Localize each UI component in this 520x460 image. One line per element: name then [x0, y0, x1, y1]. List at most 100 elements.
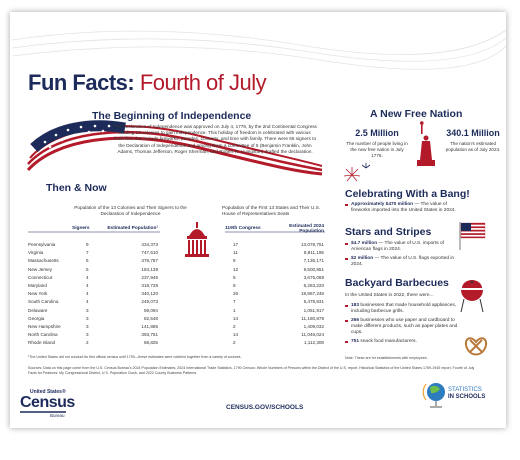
stat-value: 340.1 Million: [446, 128, 500, 138]
population: 141,885: [141, 324, 158, 329]
section-heading: Stars and Stripes: [345, 226, 432, 238]
population: 1,409,032: [303, 324, 324, 329]
bullet: 183 businesses that made household appli…: [345, 303, 463, 315]
stat-text: The nation's estimated population as of …: [445, 141, 501, 152]
population: 82,548: [143, 315, 158, 321]
pretzel-icon: [464, 337, 488, 356]
population: 9,500,851: [303, 266, 324, 272]
stat-value: 2.5 Million: [355, 128, 399, 138]
bullet-text: businesses that made household appliance…: [351, 303, 457, 315]
note: Note: These are for establishments with …: [345, 356, 428, 360]
bullet-text: — The value of U.S. flags exported in 20…: [351, 256, 455, 268]
table-caption: Population of the First 13 States and Th…: [222, 205, 321, 216]
page-title: Fun Facts: Fourth of July: [28, 70, 267, 96]
seats: 17: [233, 242, 239, 247]
bullet-lead: Approximately $470 million: [351, 202, 414, 207]
population: 378,787: [141, 258, 158, 264]
seats: 11: [233, 250, 238, 256]
population: 68,825: [143, 340, 158, 346]
population: 184,139: [141, 266, 158, 272]
bullet: $4.7 million — The value of U.S. imports…: [345, 241, 456, 253]
bullet-text: snack food manufacturers.: [359, 339, 417, 344]
bullet: Approximately $470 million — The value o…: [345, 202, 461, 214]
population: 1,112,308: [303, 340, 324, 346]
sis-bottom: IN SCHOOLS: [448, 394, 486, 400]
capitol-icon: [185, 222, 209, 257]
footnote: ¹The United States did not conduct its f…: [28, 355, 242, 359]
signers: 5: [86, 266, 89, 272]
signers: 4: [86, 274, 89, 280]
state-name: Delaware: [28, 307, 48, 313]
bullet-text: — The value of fireworks imported into t…: [351, 202, 456, 214]
stat-text: The number of people living in the new f…: [346, 141, 408, 158]
population: 7,136,171: [303, 258, 324, 264]
section-heading: A New Free Nation: [370, 108, 463, 120]
state-name: Georgia: [28, 315, 45, 321]
seats: 14: [233, 332, 239, 338]
signers: 3: [86, 315, 89, 321]
flag-icon: [459, 222, 486, 250]
signers: 4: [86, 299, 89, 305]
population: 11,046,024: [301, 332, 324, 338]
fireworks-icon: [343, 163, 371, 182]
intro: In the United States in 2022, there were…: [345, 293, 434, 298]
grill-icon: [460, 280, 484, 313]
signers: 7: [86, 250, 89, 256]
signers: 5: [86, 258, 89, 264]
statue-icon: [417, 121, 435, 166]
seats: 26: [233, 291, 239, 297]
state-name: New Hampshire: [28, 324, 61, 329]
population: 249,073: [141, 299, 158, 305]
population: 340,120: [141, 291, 158, 297]
bullet: 266 businesses who use paper and cardboa…: [345, 318, 463, 337]
globe-icon: [422, 383, 445, 408]
signers: 9: [86, 242, 89, 247]
state-name: New Jersey: [28, 266, 52, 272]
signers: 3: [86, 332, 89, 338]
sources: Sources: Data on this page come from the…: [28, 366, 475, 375]
seats: 12: [233, 266, 239, 272]
seats: 8: [233, 283, 236, 288]
population: 434,373: [141, 242, 158, 247]
logo-main: Census: [20, 394, 75, 411]
section-heading: Celebrating With a Bang!: [345, 188, 470, 200]
state-name: New York: [28, 291, 48, 297]
section-heading: The Beginning of Independence: [92, 110, 252, 122]
state-name: South Carolina: [28, 299, 59, 305]
population: 11,180,878: [301, 315, 324, 321]
seats: 5: [233, 274, 236, 280]
card: [10, 12, 506, 428]
population: 5,478,831: [303, 299, 324, 305]
bullet-text: — The value of U.S. imports of American …: [351, 241, 444, 253]
bullet: $2 million — The value of U.S. flags exp…: [345, 256, 456, 268]
bullet-lead: $4.7 million: [351, 241, 378, 246]
signers: 3: [86, 324, 89, 329]
bullet-text: businesses who use paper and cardboard t…: [351, 318, 458, 336]
population: 393,751: [141, 332, 158, 338]
seats: 1: [233, 307, 236, 313]
table-header: Signers: [72, 226, 90, 231]
url[interactable]: CENSUS.GOV/SCHOOLS: [226, 404, 304, 411]
population: 6,263,220: [303, 283, 324, 288]
population: 19,867,248: [301, 291, 324, 297]
population: 1,051,917: [303, 307, 324, 313]
bullet-lead: 266: [351, 318, 360, 323]
seats: 2: [233, 340, 236, 346]
header-lines: [11, 29, 507, 70]
state-name: Connecticut: [28, 274, 53, 280]
state-name: North Carolina: [28, 332, 58, 338]
state-name: Virginia: [28, 250, 44, 256]
population: 3,675,069: [303, 274, 324, 280]
table-header: 119th Congress: [225, 226, 261, 231]
paragraph: The Declaration of Independence was appr…: [113, 124, 317, 154]
flag-swoosh: [26, 120, 323, 176]
title-main: Fourth of July: [139, 70, 267, 95]
population: 319,728: [141, 283, 158, 288]
seats: 2: [233, 324, 236, 329]
population: 237,946: [141, 274, 158, 280]
population: 747,610: [141, 250, 158, 256]
state-name: Maryland: [28, 283, 47, 288]
bullet-lead: 751: [351, 339, 360, 344]
